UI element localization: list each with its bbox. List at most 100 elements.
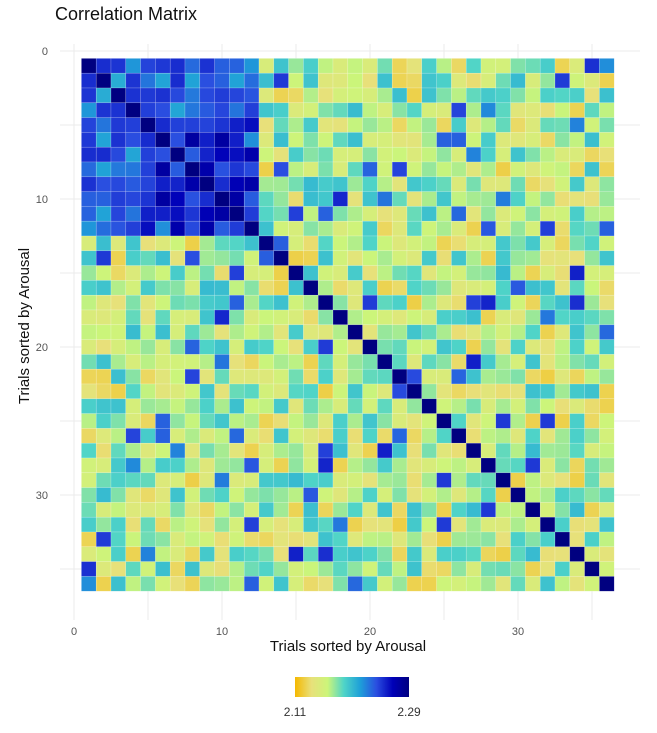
heatmap-cell: [229, 161, 245, 178]
heatmap-cell: [184, 294, 201, 311]
heatmap-cell: [303, 457, 319, 474]
heatmap-cell: [214, 146, 230, 163]
heatmap-cell: [480, 442, 497, 459]
heatmap-cell: [199, 280, 215, 296]
heatmap-cell: [539, 206, 556, 222]
heatmap-cell: [303, 280, 319, 296]
heatmap-cell: [569, 428, 585, 444]
heatmap-cell: [243, 561, 260, 577]
heatmap-cell: [110, 72, 127, 89]
heatmap-cell: [391, 309, 408, 326]
heatmap-cell: [125, 58, 141, 74]
heatmap-cell: [525, 413, 541, 429]
heatmap-cell: [406, 250, 423, 266]
heatmap-cell: [214, 398, 230, 414]
heatmap-cell: [480, 87, 497, 104]
heatmap-cell: [155, 176, 171, 192]
heatmap-cell: [243, 309, 260, 326]
heatmap-cell: [81, 309, 97, 326]
heatmap-cell: [569, 117, 585, 133]
heatmap-cell: [510, 161, 526, 178]
heatmap-cell: [81, 383, 97, 400]
heatmap-cell: [347, 368, 363, 385]
heatmap-cell: [599, 87, 615, 104]
heatmap-cell: [391, 487, 408, 503]
heatmap-cell: [480, 117, 497, 133]
heatmap-cell: [110, 428, 127, 444]
heatmap-cell: [406, 146, 423, 163]
heatmap-cell: [199, 398, 215, 414]
heatmap-cell: [303, 576, 319, 592]
heatmap-cell: [436, 250, 452, 266]
heatmap-cell: [258, 413, 275, 429]
heatmap-cell: [347, 487, 363, 503]
heatmap-cell: [451, 531, 467, 548]
heatmap-cell: [584, 413, 600, 429]
heatmap-cell: [451, 457, 467, 474]
heatmap-cell: [391, 161, 408, 178]
y-tick-label: 30: [36, 490, 48, 502]
heatmap-cell: [465, 324, 482, 340]
heatmap-cell: [554, 220, 571, 237]
heatmap-cell: [243, 442, 260, 459]
heatmap-cell: [95, 339, 112, 355]
heatmap-cell: [347, 324, 363, 340]
heatmap-cell: [303, 368, 319, 385]
heatmap-cell: [554, 428, 571, 444]
heatmap-cell: [184, 354, 201, 370]
heatmap-cell: [436, 324, 452, 340]
heatmap-cell: [332, 161, 349, 178]
heatmap-cell: [288, 383, 304, 400]
heatmap-cell: [317, 502, 334, 518]
heatmap-cell: [243, 294, 260, 311]
heatmap-cell: [155, 561, 171, 577]
heatmap-cell: [288, 354, 304, 370]
heatmap-cell: [421, 576, 437, 592]
heatmap-cell: [273, 250, 289, 266]
heatmap-cell: [377, 176, 393, 192]
heatmap-cell: [332, 561, 349, 577]
heatmap-cell: [347, 132, 363, 148]
heatmap-cell: [125, 546, 141, 562]
heatmap-cell: [539, 383, 556, 400]
heatmap-cell: [125, 413, 141, 429]
heatmap-cell: [421, 280, 437, 296]
heatmap-cell: [495, 117, 511, 133]
heatmap-cell: [421, 72, 437, 89]
heatmap-cell: [199, 576, 215, 592]
heatmap-cell: [391, 324, 408, 340]
heatmap-cell: [332, 531, 349, 548]
heatmap-cell: [81, 442, 97, 459]
heatmap-cell: [599, 191, 615, 207]
heatmap-cell: [169, 87, 186, 104]
heatmap-cell: [95, 250, 112, 266]
heatmap-cell: [169, 265, 186, 281]
heatmap-cell: [584, 502, 600, 518]
heatmap-cell: [110, 457, 127, 474]
heatmap-cell: [510, 383, 526, 400]
heatmap-cell: [391, 561, 408, 577]
heatmap-cell: [421, 442, 437, 459]
heatmap-cell: [140, 354, 156, 370]
heatmap-cell: [95, 472, 112, 488]
heatmap-cell: [288, 531, 304, 548]
heatmap-cell: [229, 220, 245, 237]
heatmap-cell: [184, 546, 201, 562]
heatmap-cell: [569, 576, 585, 592]
heatmap-cell: [480, 250, 497, 266]
heatmap-cell: [140, 58, 156, 74]
heatmap-cell: [332, 132, 349, 148]
heatmap-cell: [347, 339, 363, 355]
heatmap-cell: [391, 502, 408, 518]
heatmap-cell: [480, 72, 497, 89]
heatmap-cell: [125, 576, 141, 592]
heatmap-cell: [288, 146, 304, 163]
heatmap-cell: [110, 442, 127, 459]
heatmap-cell: [140, 324, 156, 340]
heatmap-cell: [406, 502, 423, 518]
heatmap-cell: [258, 265, 275, 281]
heatmap-cell: [229, 72, 245, 89]
y-tick-label: 10: [36, 194, 48, 206]
heatmap-cell: [258, 354, 275, 370]
heatmap-cell: [451, 220, 467, 237]
